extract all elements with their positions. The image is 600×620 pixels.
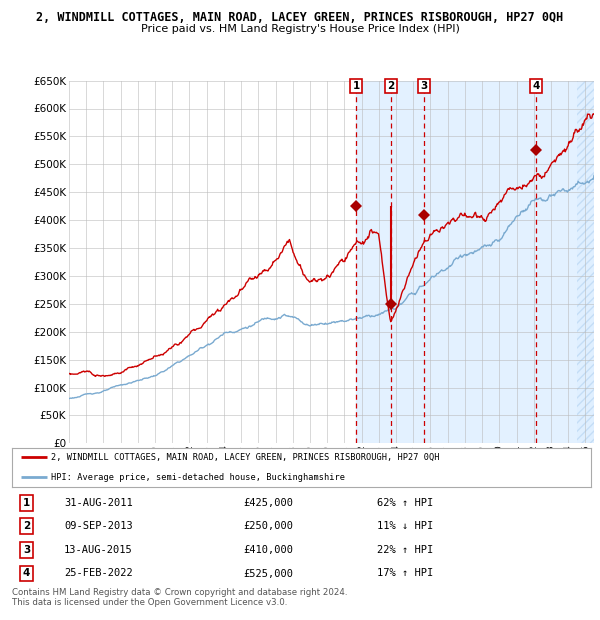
Text: 4: 4 xyxy=(23,569,30,578)
Bar xyxy=(356,81,594,443)
Text: 1: 1 xyxy=(23,498,30,508)
Text: 11% ↓ HPI: 11% ↓ HPI xyxy=(377,521,433,531)
Text: 13-AUG-2015: 13-AUG-2015 xyxy=(64,545,133,555)
Text: 1: 1 xyxy=(352,81,359,91)
Text: 2: 2 xyxy=(387,81,394,91)
Polygon shape xyxy=(577,81,594,443)
Text: 2, WINDMILL COTTAGES, MAIN ROAD, LACEY GREEN, PRINCES RISBOROUGH, HP27 0QH: 2, WINDMILL COTTAGES, MAIN ROAD, LACEY G… xyxy=(37,11,563,24)
Text: Price paid vs. HM Land Registry's House Price Index (HPI): Price paid vs. HM Land Registry's House … xyxy=(140,24,460,33)
Text: 31-AUG-2011: 31-AUG-2011 xyxy=(64,498,133,508)
Text: 3: 3 xyxy=(23,545,30,555)
Text: 2, WINDMILL COTTAGES, MAIN ROAD, LACEY GREEN, PRINCES RISBOROUGH, HP27 0QH: 2, WINDMILL COTTAGES, MAIN ROAD, LACEY G… xyxy=(52,453,440,462)
Text: 4: 4 xyxy=(533,81,540,91)
Text: £410,000: £410,000 xyxy=(244,545,293,555)
Text: 22% ↑ HPI: 22% ↑ HPI xyxy=(377,545,433,555)
Bar xyxy=(577,81,594,443)
Text: £425,000: £425,000 xyxy=(244,498,293,508)
Text: 17% ↑ HPI: 17% ↑ HPI xyxy=(377,569,433,578)
Text: HPI: Average price, semi-detached house, Buckinghamshire: HPI: Average price, semi-detached house,… xyxy=(52,473,346,482)
Text: 09-SEP-2013: 09-SEP-2013 xyxy=(64,521,133,531)
Text: Contains HM Land Registry data © Crown copyright and database right 2024.
This d: Contains HM Land Registry data © Crown c… xyxy=(12,588,347,607)
Text: £250,000: £250,000 xyxy=(244,521,293,531)
Text: 2: 2 xyxy=(23,521,30,531)
Text: 62% ↑ HPI: 62% ↑ HPI xyxy=(377,498,433,508)
Text: £525,000: £525,000 xyxy=(244,569,293,578)
Text: 3: 3 xyxy=(421,81,428,91)
Text: 25-FEB-2022: 25-FEB-2022 xyxy=(64,569,133,578)
